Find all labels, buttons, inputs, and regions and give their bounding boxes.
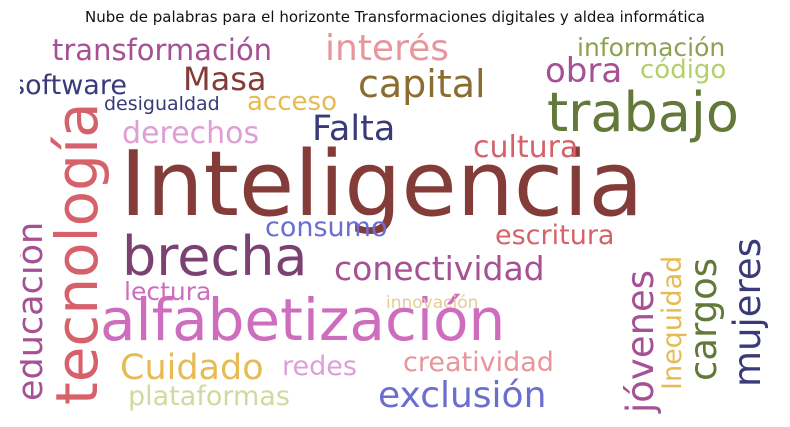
- word-capital: capital: [358, 62, 486, 106]
- chart-title: Nube de palabras para el horizonte Trans…: [85, 8, 705, 26]
- word-inequidad: Inequidad: [657, 255, 688, 390]
- word-cultura: cultura: [473, 130, 579, 165]
- word-cargos: cargos: [682, 258, 725, 381]
- word-inteligencia: Inteligencia: [120, 132, 644, 237]
- word-desigualdad: desigualdad: [104, 93, 220, 115]
- word-informacion: información: [577, 33, 726, 62]
- word-falta: Falta: [312, 109, 396, 149]
- word-masa: Masa: [183, 60, 267, 98]
- word-innovacion: innovación: [386, 293, 479, 313]
- word-lectura: lectura: [124, 277, 212, 306]
- word-consumo: consumo: [265, 212, 388, 243]
- word-software: software: [20, 70, 127, 101]
- word-codigo: código: [640, 55, 727, 85]
- word-conectividad: conectividad: [334, 249, 545, 288]
- word-interes: interés: [325, 33, 449, 69]
- word-cloud: Inteligencia alfabetización trabajo brec…: [20, 33, 780, 423]
- word-alfabetizacion: alfabetización: [100, 286, 506, 354]
- word-plataformas: plataformas: [128, 381, 290, 412]
- word-derechos: derechos: [122, 116, 260, 151]
- word-obra: obra: [545, 51, 623, 91]
- word-tecnologia: tecnología: [43, 102, 111, 405]
- word-educacion: educación: [20, 221, 51, 401]
- word-acceso: acceso: [247, 87, 337, 117]
- word-transformacion: transformación: [52, 33, 273, 67]
- word-creatividad: creatividad: [403, 347, 554, 378]
- word-brecha: brecha: [122, 225, 308, 288]
- word-mujeres: mujeres: [726, 238, 769, 387]
- word-trabajo: trabajo: [547, 81, 739, 144]
- word-cuidado: Cuidado: [120, 348, 264, 388]
- word-jovenes: jóvenes: [619, 269, 662, 413]
- word-redes: redes: [282, 351, 357, 382]
- word-exclusion: exclusión: [378, 375, 547, 416]
- word-escritura: escritura: [495, 220, 615, 251]
